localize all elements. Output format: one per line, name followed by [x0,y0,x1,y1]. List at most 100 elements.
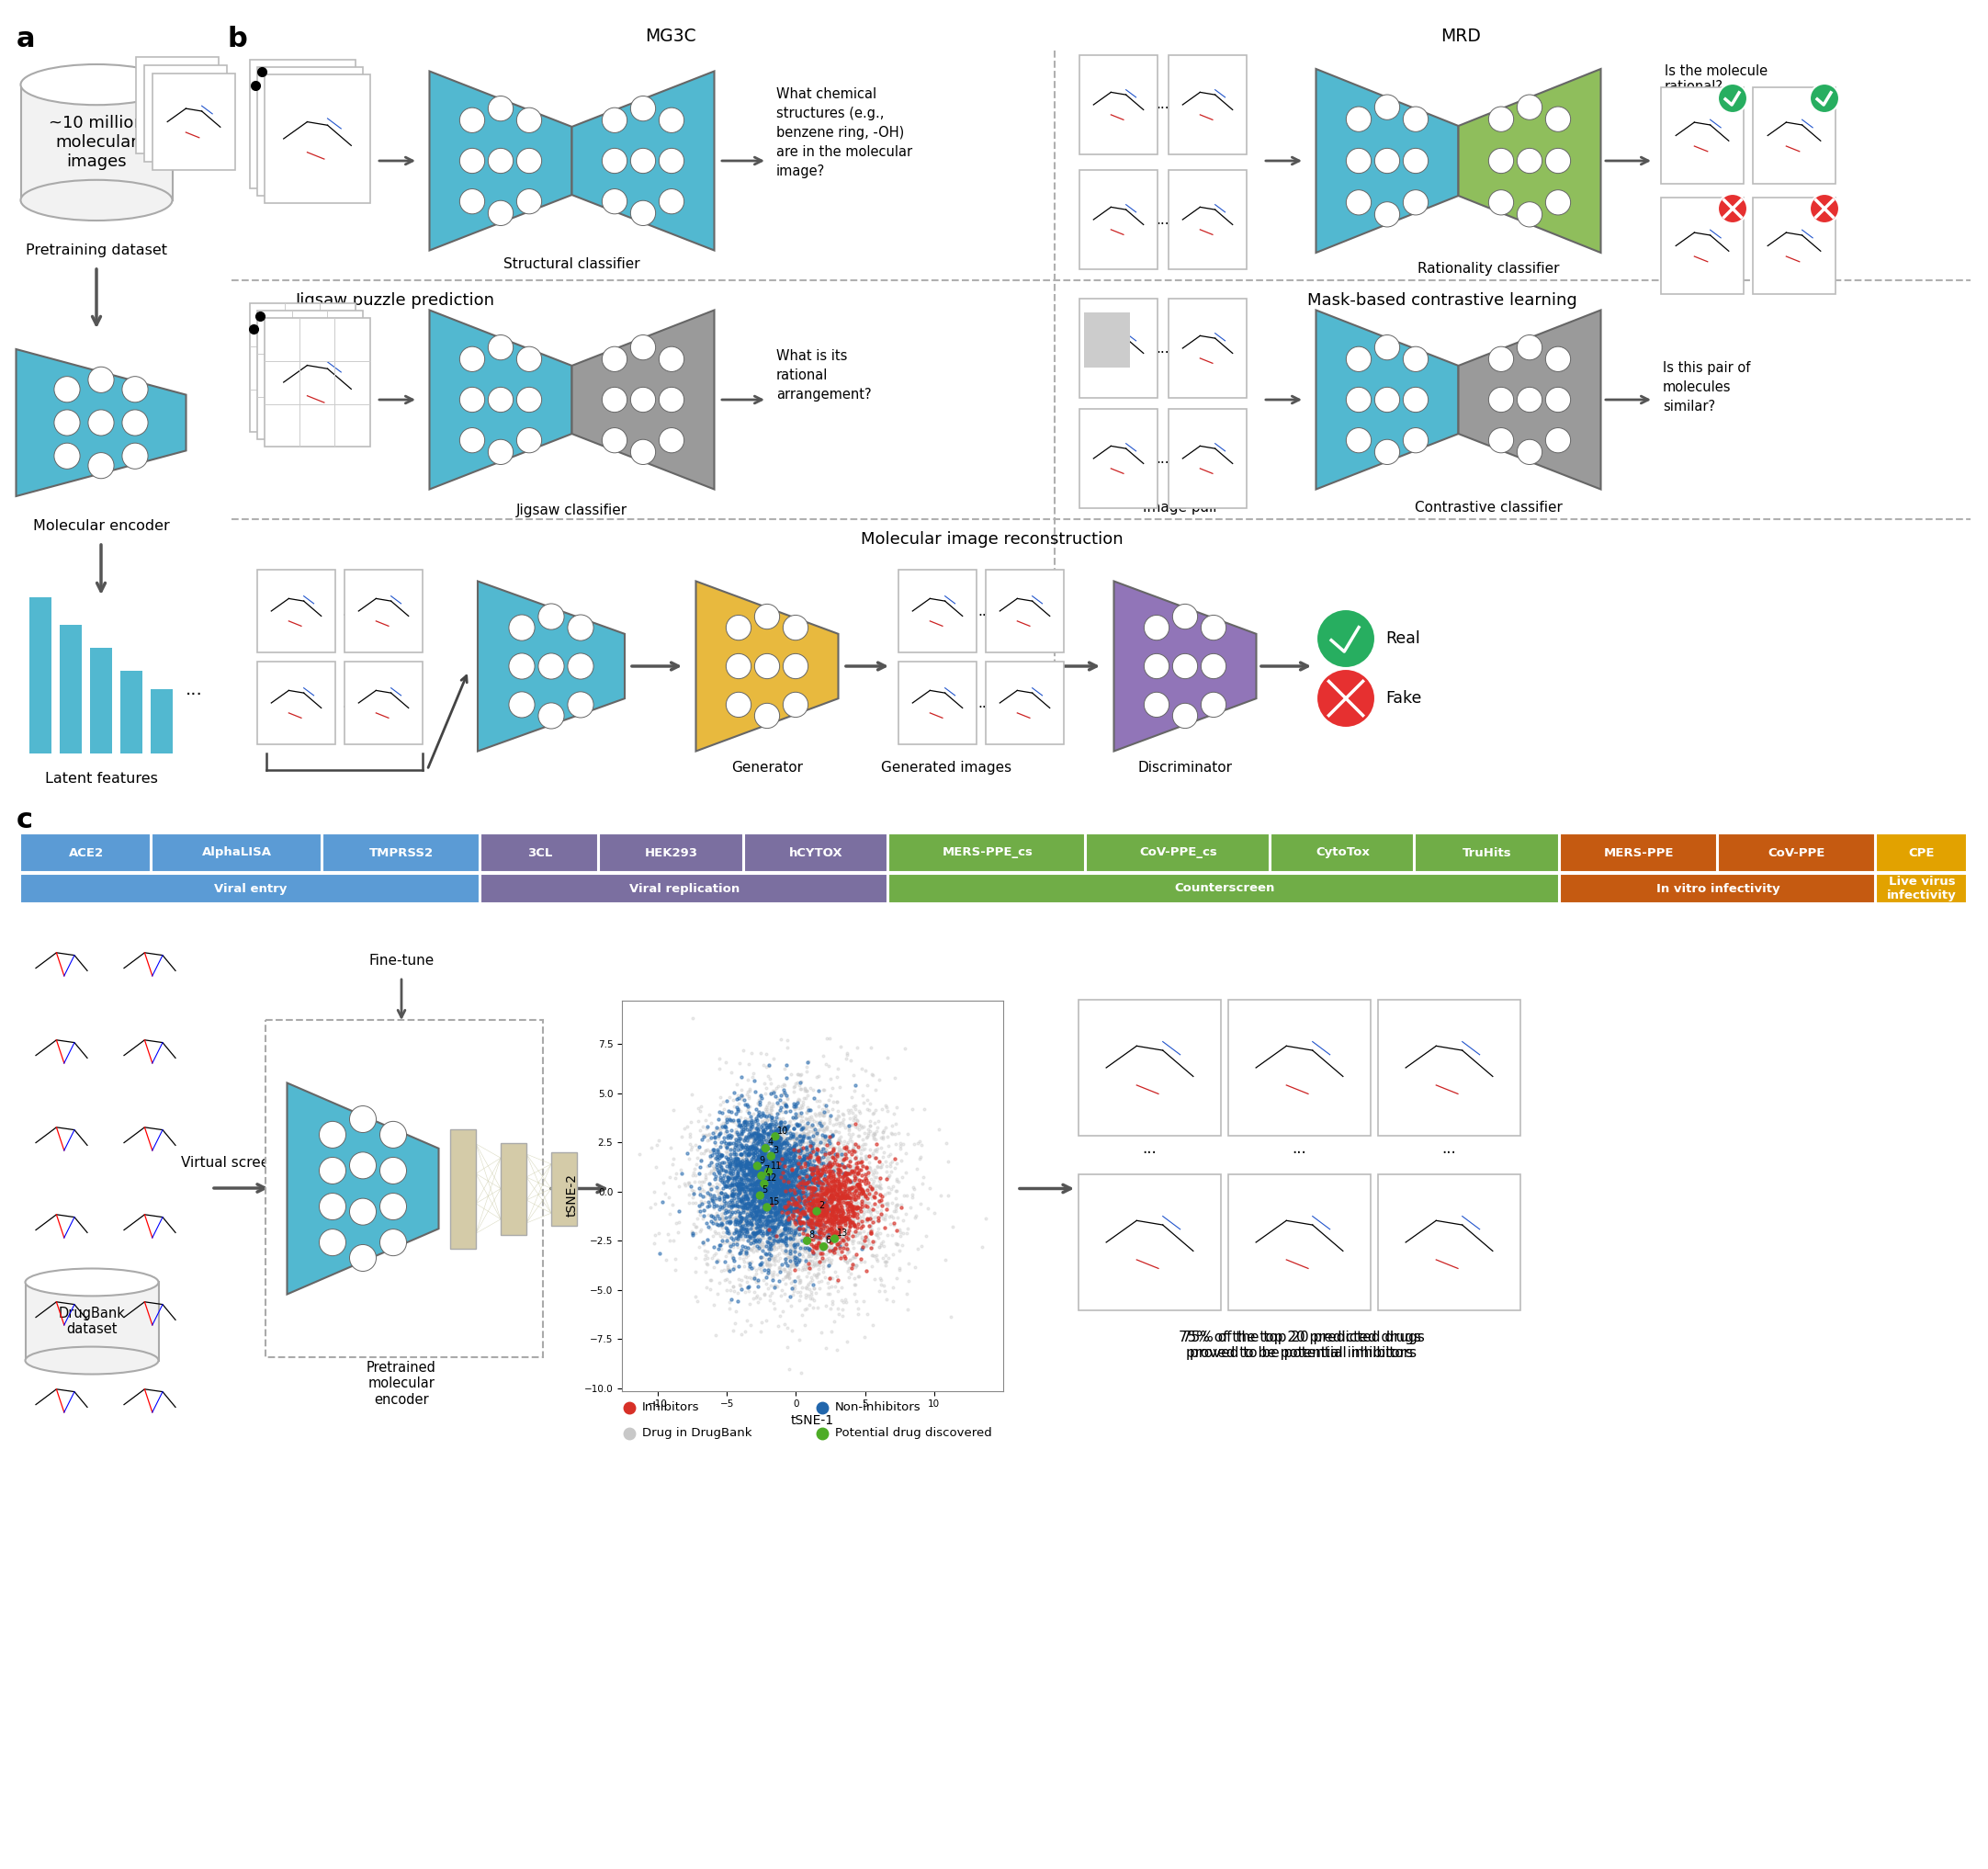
Point [763,1110,795,1140]
Point [706,1200,738,1230]
Circle shape [630,387,656,413]
Point [740,1159,771,1189]
Point [744,1196,775,1226]
Point [712,1191,744,1220]
Point [714,1149,746,1179]
Point [716,1144,747,1174]
Point [831,1183,863,1213]
Point [857,1118,889,1148]
Point [753,1239,785,1269]
Point [843,1262,875,1291]
Point [769,1088,801,1118]
Point [765,1112,797,1142]
Point [803,1192,835,1222]
Point [716,1181,747,1211]
Point [712,1235,744,1265]
Point [801,1226,833,1256]
Point [847,1149,879,1179]
Point [829,1159,861,1189]
Point [755,1078,787,1108]
Point [809,1194,841,1224]
Point [797,1176,829,1206]
Point [710,1202,742,1232]
Point [795,1230,827,1260]
Point [825,1127,857,1157]
Point [779,1155,811,1185]
Bar [60,624,82,753]
Point [738,1177,769,1207]
Point [793,1179,825,1209]
Point [744,1185,775,1215]
Point [755,1103,787,1133]
Point [791,1047,823,1077]
Point [809,1176,841,1206]
Point [759,1125,791,1155]
Point [799,1194,831,1224]
Point [696,1155,728,1185]
Point [805,1198,837,1228]
Point [686,1187,718,1217]
Point [807,1116,839,1146]
Point [763,1301,795,1331]
Point [755,1148,787,1177]
Point [821,1172,853,1202]
Text: What chemical
structures (e.g.,
benzene ring, -OH)
are in the molecular
image?: What chemical structures (e.g., benzene … [775,88,912,178]
Point [724,1161,755,1191]
Point [765,1170,797,1200]
Point [791,1108,823,1138]
Point [728,1114,759,1144]
Point [785,1127,817,1157]
Point [708,1088,740,1118]
Point [801,1142,833,1172]
Point [783,1163,815,1192]
Point [751,1123,783,1153]
Point [751,1155,783,1185]
Point [716,1219,747,1248]
Bar [1085,834,1270,873]
Point [746,1172,777,1202]
Point [734,1189,765,1219]
Point [718,1217,749,1247]
Point [738,1189,769,1219]
Point [757,1176,789,1206]
Point [787,1235,819,1265]
Point [753,1166,785,1196]
Point [740,1103,771,1133]
Point [769,1106,801,1136]
Point [819,1224,851,1254]
Point [809,1211,841,1241]
Point [747,1177,779,1207]
Circle shape [539,703,565,729]
Point [742,1166,773,1196]
Circle shape [1143,615,1169,641]
Point [779,1163,811,1192]
Point [730,1206,761,1235]
Point [749,1202,781,1232]
Point [726,1112,757,1142]
Point [755,1093,787,1123]
Point [769,1161,801,1191]
Point [767,1185,799,1215]
Point [759,1080,791,1110]
Point [821,1239,853,1269]
Point [785,1196,817,1226]
Point [815,1200,847,1230]
Point [813,1138,845,1168]
Point [819,1133,851,1163]
Point [777,1183,809,1213]
Point [765,1215,797,1245]
Point [759,1142,791,1172]
Point [773,1116,805,1146]
Point [791,1170,823,1200]
Point [694,1159,726,1189]
Point [797,1235,829,1265]
Point [753,1123,785,1153]
Point [700,1153,732,1183]
Point [809,1220,841,1250]
Point [843,1219,875,1248]
Point [777,1163,809,1192]
Point [861,1151,893,1181]
Point [817,1219,849,1248]
Point [797,1181,829,1211]
Point [809,1125,841,1155]
